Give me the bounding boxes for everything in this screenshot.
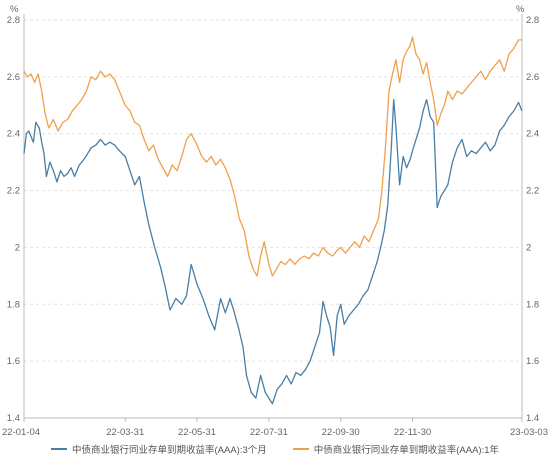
y-tick-left-6: 2.6 [7,72,20,83]
y-tick-left-4: 2.2 [7,186,20,197]
y-tick-left-5: 2.4 [7,129,20,140]
legend-item-1y[interactable]: 中债商业银行同业存单到期收益率(AAA):1年 [292,442,500,456]
legend-item-3m[interactable]: 中债商业银行同业存单到期收益率(AAA):3个月 [50,442,267,456]
x-tick-label-5: 22-11-30 [394,427,431,438]
y-tick-right-7: 2.8 [526,15,539,26]
gridlines [24,19,522,362]
axes [23,14,523,422]
x-tick-label-3: 22-07-31 [250,427,288,438]
y-tick-right-4: 2.2 [526,186,539,197]
y-tick-right-5: 2.4 [526,129,539,140]
y-unit-left: % [10,4,19,15]
x-tick-label-4: 22-09-30 [322,427,360,438]
x-tick-label-1: 22-03-31 [106,427,144,438]
y-tick-left-2: 1.8 [7,299,20,310]
y-tick-left-1: 1.6 [7,356,20,367]
legend-swatch-1y [292,448,309,450]
legend: 中债商业银行同业存单到期收益率(AAA):3个月 中债商业银行同业存单到期收益率… [0,441,550,457]
tick-labels: 1.4 1.4 1.6 1.6 1.8 1.8 2 2 2.2 2.2 2.4 2.4 2.6 2.6 2.… [2,4,548,438]
y-tick-right-3: 2 [526,242,531,253]
x-tick-label-2: 22-05-31 [178,427,216,438]
y-tick-left-3: 2 [15,242,20,253]
y-unit-right: % [516,4,525,15]
x-tick-label-6: 23-03-03 [510,427,548,438]
legend-label-3m: 中债商业银行同业存单到期收益率(AAA):3个月 [71,445,267,456]
series-line-0[interactable] [23,98,523,405]
legend-label-1y: 中债商业银行同业存单到期收益率(AAA):1年 [313,445,500,456]
x-tick-label-0: 22-01-04 [2,427,40,438]
y-tick-right-0: 1.4 [526,413,539,424]
y-tick-right-6: 2.6 [526,72,539,83]
y-tick-right-2: 1.8 [526,299,539,310]
y-tick-left-0: 1.4 [7,413,20,424]
y-tick-right-1: 1.6 [526,356,539,367]
series-lines [23,36,523,405]
y-tick-left-7: 2.8 [7,15,20,26]
series-line-1[interactable] [23,36,522,277]
legend-swatch-3m [50,448,67,450]
